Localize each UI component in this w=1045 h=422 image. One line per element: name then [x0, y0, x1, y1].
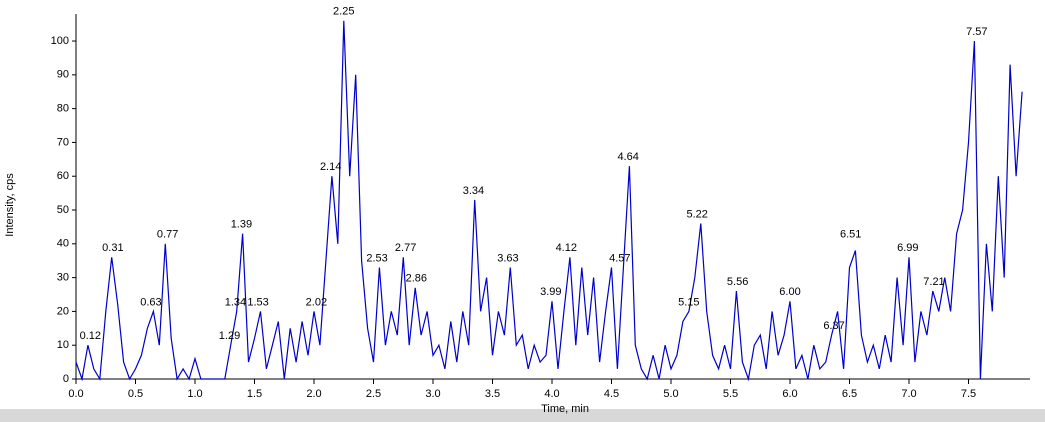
peak-label: 7.57	[966, 26, 987, 38]
peak-label: 6.00	[779, 286, 800, 298]
y-tick-label: 70	[57, 136, 69, 148]
x-tick-label: 5.5	[723, 388, 738, 400]
x-tick-label: 2.0	[306, 388, 321, 400]
y-tick-label: 80	[57, 103, 69, 115]
y-tick-label: 40	[57, 238, 69, 250]
x-tick-label: 0.0	[68, 388, 83, 400]
peak-label: 5.56	[727, 276, 748, 288]
y-tick-label: 30	[57, 272, 69, 284]
peak-label: 1.29	[219, 330, 240, 342]
peak-label: 2.86	[406, 273, 427, 285]
peak-label: 0.77	[157, 229, 178, 241]
x-tick-label: 5.0	[663, 388, 678, 400]
peak-label: 2.02	[306, 296, 327, 308]
peak-label: 4.57	[609, 252, 630, 264]
peak-label: 0.12	[80, 330, 101, 342]
peak-label: 6.37	[823, 320, 844, 332]
peak-label: 1.34	[225, 296, 246, 308]
peak-label: 7.21	[923, 276, 944, 288]
peak-label: 1.53	[247, 296, 268, 308]
x-tick-label: 2.5	[366, 388, 381, 400]
x-tick-label: 4.0	[544, 388, 559, 400]
x-tick-label: 7.5	[961, 388, 976, 400]
peak-label: 4.64	[617, 151, 638, 163]
y-tick-label: 50	[57, 204, 69, 216]
y-tick-label: 20	[57, 305, 69, 317]
x-tick-label: 1.0	[187, 388, 202, 400]
y-tick-label: 60	[57, 170, 69, 182]
peak-label: 1.39	[231, 219, 252, 231]
y-tick-label: 10	[57, 339, 69, 351]
x-tick-label: 3.5	[485, 388, 500, 400]
peak-label: 3.63	[497, 252, 518, 264]
x-tick-label: 7.0	[901, 388, 916, 400]
y-tick-label: 100	[51, 35, 69, 47]
x-tick-label: 4.5	[604, 388, 619, 400]
peak-label: 0.31	[102, 242, 123, 254]
chromatogram-line	[75, 20, 1023, 382]
x-tick-label: 3.0	[425, 388, 440, 400]
peak-label: 2.53	[366, 252, 387, 264]
peak-label: 3.99	[540, 286, 561, 298]
peak-label: 4.12	[556, 242, 577, 254]
y-tick-label: 0	[63, 373, 69, 385]
x-axis-label: Time, min	[541, 403, 589, 415]
peak-label: 3.34	[463, 185, 484, 197]
peak-label: 2.14	[320, 161, 341, 173]
x-tick-label: 6.0	[782, 388, 797, 400]
peak-label: 5.22	[686, 208, 707, 220]
status-bar	[0, 409, 1045, 422]
x-tick-label: 6.5	[842, 388, 857, 400]
peak-label: 0.63	[140, 296, 161, 308]
peak-label: 5.15	[678, 296, 699, 308]
x-tick-label: 1.5	[247, 388, 262, 400]
x-tick-label: 0.5	[128, 388, 143, 400]
peak-label: 6.99	[897, 242, 918, 254]
peak-label: 2.77	[395, 242, 416, 254]
peak-label: 6.51	[840, 229, 861, 241]
y-tick-label: 90	[57, 69, 69, 81]
y-axis-label: Intensity, cps	[4, 173, 16, 237]
peak-label: 2.25	[333, 6, 354, 18]
